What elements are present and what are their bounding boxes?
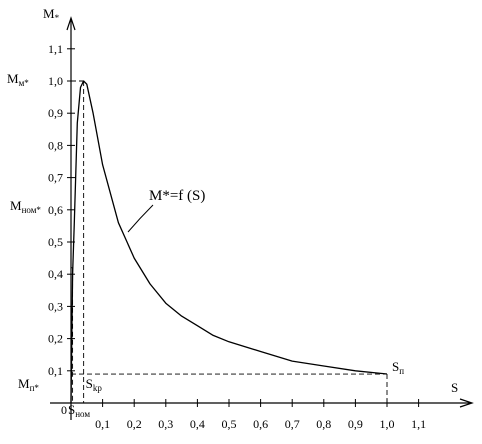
y-tick-label: 0,3 xyxy=(48,299,63,313)
m-nom-label: Mном* xyxy=(10,198,41,215)
axes xyxy=(50,16,474,420)
y-tick-label: 0,7 xyxy=(48,171,63,185)
y-tick-label: 0,8 xyxy=(48,138,63,152)
s-kr-label: Skp xyxy=(86,376,103,393)
x-tick-label: 0,5 xyxy=(222,417,237,431)
torque-curve xyxy=(70,80,388,404)
y-tick-label: 0,6 xyxy=(48,203,63,217)
origin-label: 0 xyxy=(61,403,67,417)
y-tick-label: 0,2 xyxy=(48,332,63,346)
y-tick-label: 0,5 xyxy=(48,235,63,249)
x-tick-label: 1,1 xyxy=(411,417,426,431)
x-tick-label: 0,2 xyxy=(127,417,142,431)
x-axis-arrow xyxy=(459,398,474,408)
x-axis-title: S xyxy=(451,380,458,395)
ticks: 0,1 0,2 0,3 0,4 0,5 0,6 0,7 0,8 0,9 1,0 1,1 0,1 0,2 0… xyxy=(48,42,426,431)
curve-group xyxy=(70,80,388,404)
m-start-label: Mп* xyxy=(18,376,39,393)
y-axis-arrow xyxy=(66,16,76,31)
curve-label-leader xyxy=(127,204,154,233)
y-tick-label: 1,0 xyxy=(48,74,63,88)
x-tick-label: 0,4 xyxy=(190,417,205,431)
y-tick-label: 0,4 xyxy=(48,267,63,281)
x-tick-label: 0,9 xyxy=(348,417,363,431)
s-start-label: Sп xyxy=(392,359,404,376)
guide-lines xyxy=(71,80,388,403)
m-max-label: Mм* xyxy=(7,71,29,88)
s-nom-label: Sном xyxy=(68,402,90,419)
x-tick-label: 0,8 xyxy=(316,417,331,431)
y-axis-title: M* xyxy=(43,6,60,23)
curve-label: M*=f (S) xyxy=(149,188,205,204)
y-tick-label: 0,9 xyxy=(48,106,63,120)
x-tick-label: 0,7 xyxy=(285,417,300,431)
y-tick-label: 1,1 xyxy=(48,42,63,56)
labels: M* S 0 Mм* Mном* Mп* Sном Skp Sп M*=f (S) xyxy=(7,6,458,419)
x-tick-label: 0,3 xyxy=(158,417,173,431)
x-tick-label: 0,6 xyxy=(253,417,268,431)
x-tick-label: 1,0 xyxy=(380,417,395,431)
y-tick-label: 0,1 xyxy=(48,364,63,378)
x-tick-label: 0,1 xyxy=(95,417,110,431)
